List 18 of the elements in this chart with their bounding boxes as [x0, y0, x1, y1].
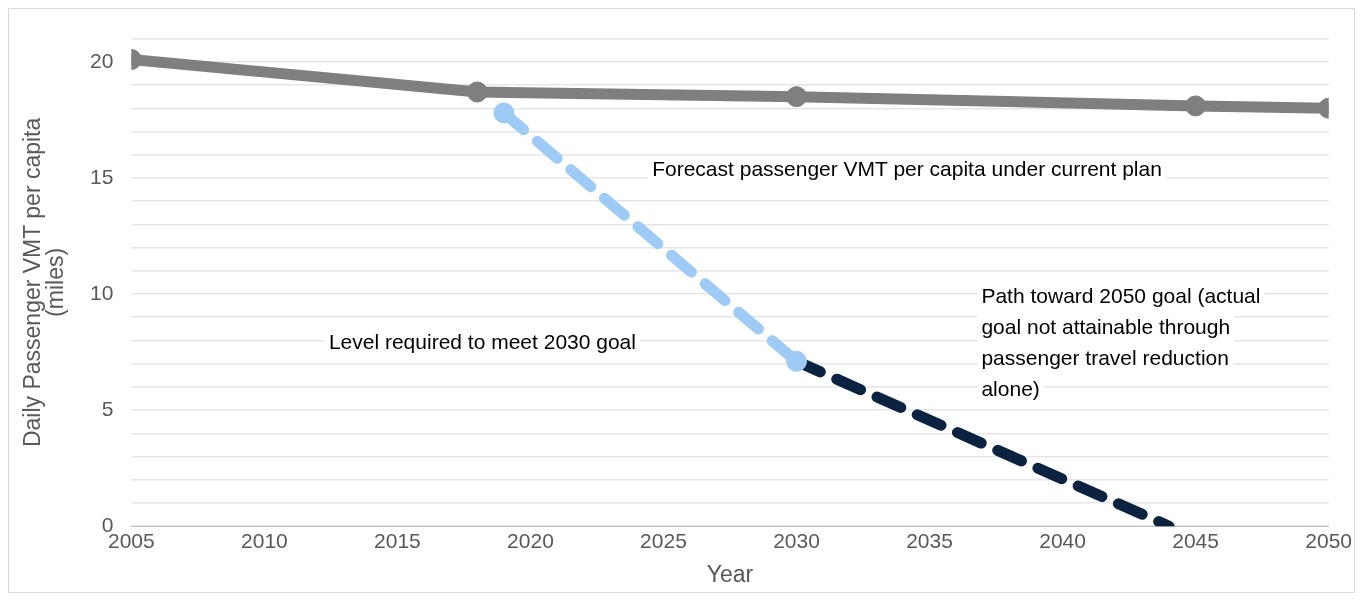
annotation: Path toward 2050 goal (actual goal not attainable through passenger travel reduction alone) [981, 283, 1261, 400]
x-tick-label: 2040 [1039, 528, 1086, 552]
x-tick-label: 2015 [374, 528, 421, 552]
x-axis-title: Year [706, 560, 754, 587]
annotation: Forecast passenger VMT per capita under current plan [652, 157, 1162, 181]
y-tick-label: 15 [90, 164, 114, 188]
y-tick-label: 20 [90, 48, 114, 72]
y-tick-label: 10 [90, 280, 114, 304]
annotation: Level required to meet 2030 goal [328, 330, 636, 354]
y-tick-label: 5 [101, 396, 114, 420]
y-axis-title: Daily Passenger VMT per capita (miles) [18, 117, 68, 448]
x-tick-label: 2030 [773, 528, 820, 552]
x-tick-label: 2010 [241, 528, 288, 552]
x-tick-label: 2045 [1172, 528, 1219, 552]
x-tick-label: 2020 [507, 528, 554, 552]
x-tick-label: 2035 [906, 528, 953, 552]
x-tick-label: 2050 [1305, 528, 1352, 552]
x-tick-label: 2025 [640, 528, 687, 552]
